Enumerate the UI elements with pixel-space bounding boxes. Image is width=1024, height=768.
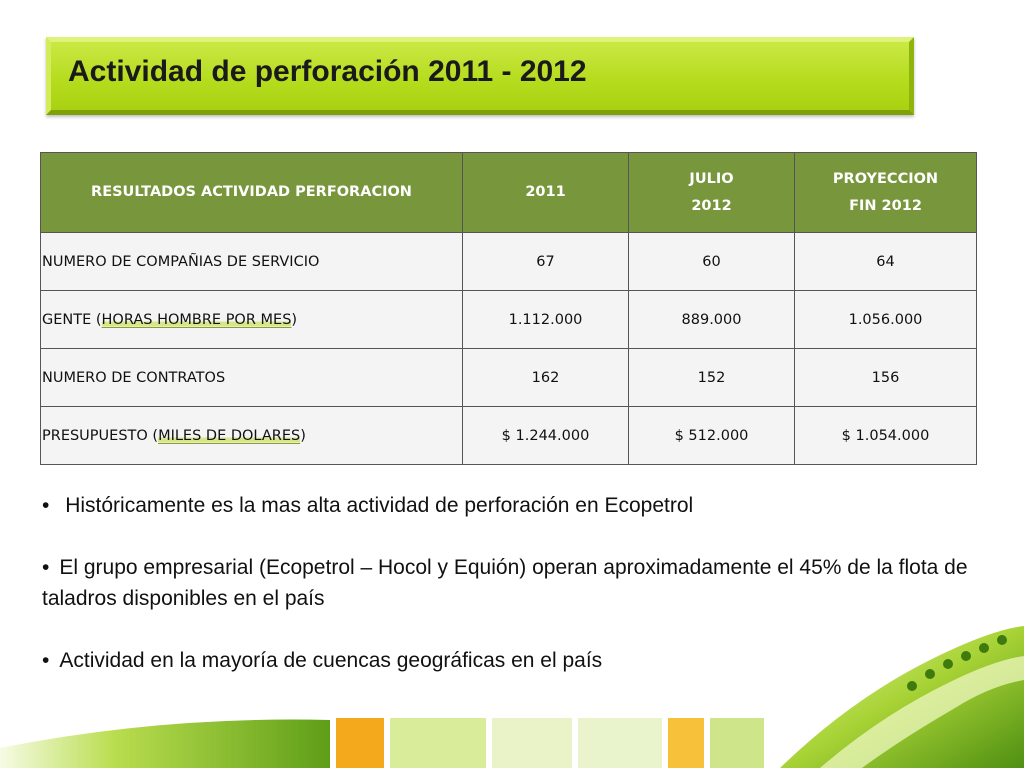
swoosh-shape — [0, 719, 330, 768]
bullet-item: • Históricamente es la mas alta activida… — [42, 490, 972, 521]
table-row: NUMERO DE CONTRATOS 162 152 156 — [40, 348, 977, 407]
value-cell: 1.056.000 — [794, 290, 977, 349]
bullet-item: • Actividad en la mayoría de cuencas geog… — [42, 645, 972, 676]
header-row: RESULTADOS ACTIVIDAD PERFORACION 2011 JU… — [40, 152, 977, 233]
footer-decoration — [0, 626, 1024, 768]
bullet-text: Históricamente es la mas alta actividad … — [59, 494, 694, 517]
row-label: GENTE (HORAS HOMBRE POR MES) — [40, 290, 463, 349]
color-block — [578, 718, 662, 768]
header-cell-activity: RESULTADOS ACTIVIDAD PERFORACION — [40, 152, 463, 233]
value-cell: 1.112.000 — [462, 290, 629, 349]
color-block — [492, 718, 572, 768]
bullet-text: Actividad en la mayoría de cuencas geogr… — [59, 649, 603, 672]
table-row: PRESUPUESTO (MILES DE DOLARES) $ 1.244.0… — [40, 406, 977, 465]
header-cell-proyeccion: PROYECCION FIN 2012 — [794, 152, 977, 233]
bullet-dot: • — [42, 494, 50, 517]
table-row: NUMERO DE COMPAÑIAS DE SERVICIO 67 60 64 — [40, 232, 977, 291]
row-label: NUMERO DE CONTRATOS — [40, 348, 463, 407]
slide-title: Actividad de perforación 2011 - 2012 — [68, 55, 587, 88]
value-cell: 152 — [628, 348, 795, 407]
bullet-text: El grupo empresarial (Ecopetrol – Hocol … — [42, 556, 968, 610]
bullet-list: • Históricamente es la mas alta activida… — [42, 490, 972, 707]
results-table: RESULTADOS ACTIVIDAD PERFORACION 2011 JU… — [40, 152, 977, 465]
value-cell: 64 — [794, 232, 977, 291]
color-block — [710, 718, 764, 768]
value-cell: $ 1.054.000 — [794, 406, 977, 465]
value-cell: $ 1.244.000 — [462, 406, 629, 465]
highlighted-term: MILES DE DOLARES — [158, 427, 301, 444]
leaf-teeth — [907, 635, 1007, 691]
value-cell: $ 512.000 — [628, 406, 795, 465]
value-cell: 67 — [462, 232, 629, 291]
value-cell: 60 — [628, 232, 795, 291]
color-block — [668, 718, 704, 768]
row-label: PRESUPUESTO (MILES DE DOLARES) — [40, 406, 463, 465]
highlighted-term: HORAS HOMBRE POR MES — [101, 311, 292, 328]
bullet-dot: • — [42, 649, 50, 672]
color-block — [390, 718, 486, 768]
leaf-ribbon — [780, 626, 1024, 768]
table-row: GENTE (HORAS HOMBRE POR MES) 1.112.000 8… — [40, 290, 977, 349]
value-cell: 162 — [462, 348, 629, 407]
value-cell: 889.000 — [628, 290, 795, 349]
header-cell-2011: 2011 — [462, 152, 629, 233]
bullet-item: • El grupo empresarial (Ecopetrol – Hocol… — [42, 552, 972, 614]
color-block — [336, 718, 384, 768]
title-banner: Actividad de perforación 2011 - 2012 — [46, 37, 914, 115]
row-label: NUMERO DE COMPAÑIAS DE SERVICIO — [40, 232, 463, 291]
header-cell-julio-2012: JULIO 2012 — [628, 152, 795, 233]
bullet-dot: • — [42, 556, 50, 579]
leaf-highlight — [820, 656, 1024, 768]
value-cell: 156 — [794, 348, 977, 407]
